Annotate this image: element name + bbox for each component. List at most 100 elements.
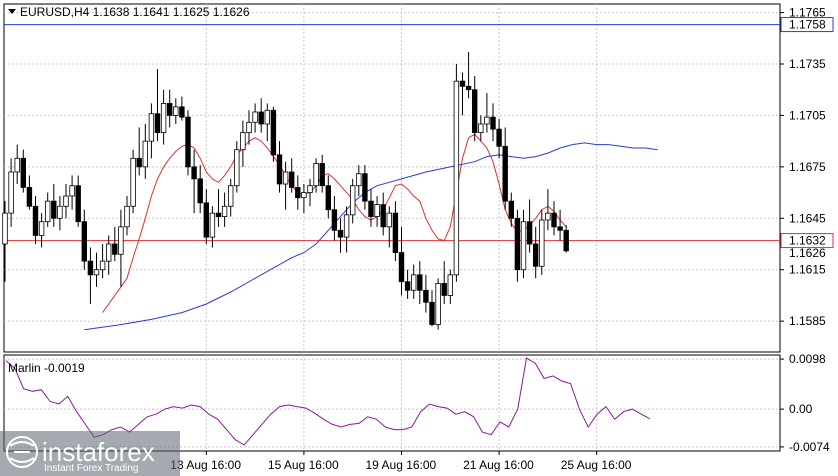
candle-body [349,185,356,216]
candle-17 [106,235,112,275]
price-label-0: 1.1758 [780,17,834,33]
candle-24 [148,103,155,159]
time-tick-label-2: 19 Aug 16:00 [366,458,437,472]
time-axis: 13 Aug 16:00 15 Aug 16:00 19 Aug 16:00 21 A… [170,451,632,472]
candle-body [386,212,392,228]
candle-78 [478,115,484,142]
candle-body [502,145,508,202]
candle-64 [392,201,399,262]
logo-globe-icon [6,436,38,468]
horizontal-lines [4,24,780,242]
candle-63 [386,206,392,248]
candle-body [356,173,362,187]
candle-body [423,289,429,303]
candle-body [8,171,14,214]
candles [2,52,569,330]
candle-body [526,221,533,245]
candle-body [227,185,234,207]
candle-60 [368,189,374,227]
chart-menu-icon[interactable] [8,9,16,14]
candle-body [185,116,191,168]
candle-body [221,205,228,217]
price-tick-label-1: 1.1735 [789,57,826,71]
candle-22 [136,127,142,176]
candle-body [404,281,411,291]
candle-body [69,185,75,197]
candle-47 [288,158,295,193]
candle-49 [301,184,307,214]
price-tick-label-3: 1.1675 [789,160,826,174]
candle-58 [356,165,362,196]
candle-65 [398,226,405,296]
candle-body [252,111,258,123]
candle-84 [514,209,521,282]
candle-92 [563,225,569,253]
candle-20 [124,196,130,236]
candle-11 [69,175,75,210]
candle-57 [349,178,356,224]
candle-body [459,80,466,87]
price-label-box [780,17,834,33]
candle-body [57,205,63,219]
candle-body [337,229,344,238]
candle-1 [8,158,14,227]
price-label-text: 1.1758 [789,18,826,32]
candle-48 [295,175,301,210]
candle-59 [362,165,368,210]
candle-body [142,140,148,168]
candle-body [514,217,521,271]
candle-body [471,89,478,133]
price-tick-label-2: 1.1705 [789,108,826,122]
candle-body [282,171,289,185]
candle-26 [160,89,167,145]
candle-body [215,212,222,217]
candle-68 [417,261,423,304]
candle-body [209,212,216,238]
candle-body [179,106,185,118]
marlin-line [5,357,651,446]
candle-62 [380,192,386,236]
candle-body [258,111,264,125]
candle-body [276,154,283,185]
price-tick-label-4: 1.1645 [789,211,826,225]
candle-37 [227,178,234,217]
price-label-2: 1.1626 [789,246,826,260]
candle-74 [453,64,460,282]
candle-body [380,204,386,228]
price-label-1: 1.1632 [780,233,834,249]
price-tick-label-5: 1.1615 [789,263,826,277]
candle-body [154,113,161,133]
candle-79 [484,93,490,133]
time-tick-label-0: 13 Aug 16:00 [170,458,241,472]
candle-body [508,200,514,219]
candle-body [374,204,380,217]
candle-25 [154,69,161,142]
moving-average-0 [102,133,567,313]
candle-body [288,171,295,188]
candle-body [93,269,100,276]
candle-66 [404,269,411,299]
price-label-box [780,233,834,249]
candle-19 [118,209,124,287]
candle-body [343,214,350,238]
candle-23 [142,124,148,179]
indicator-label: Marlin -0.0019 [8,361,85,375]
candle-body [246,121,252,133]
candle-67 [410,264,417,299]
candle-body [240,132,246,151]
candle-15 [93,252,100,287]
candle-body [166,103,173,116]
candle-body [38,221,45,236]
candle-46 [282,161,289,210]
candle-body [557,226,563,231]
price-label-text: 1.1626 [789,246,826,260]
logo-tagline: Instant Forex Trading [44,463,139,474]
candle-4 [26,175,33,210]
candle-89 [545,189,551,231]
candle-38 [234,141,240,193]
candle-body [197,178,203,204]
candle-82 [502,127,508,210]
candle-body [136,157,142,168]
